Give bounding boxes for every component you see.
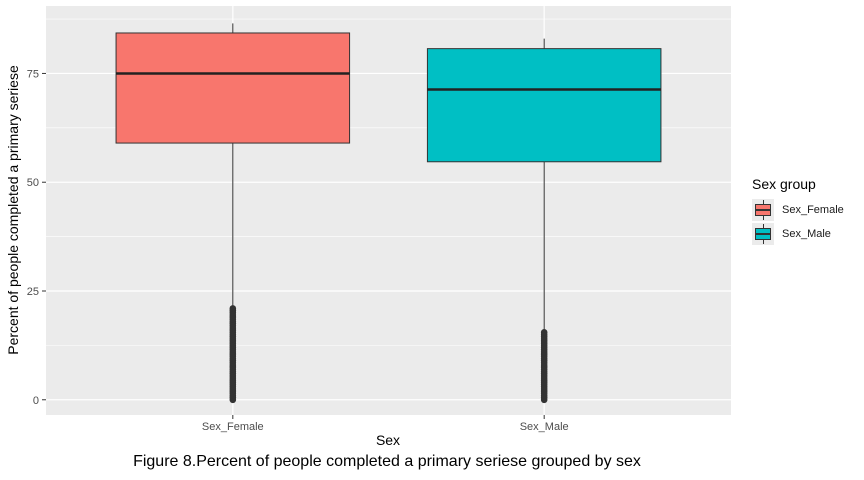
legend-key-female xyxy=(752,199,774,221)
figure-caption: Figure 8.Percent of people completed a p… xyxy=(133,453,641,470)
y-tick-label: 50 xyxy=(27,177,39,189)
box-sex-female xyxy=(115,23,351,404)
y-tick-label: 75 xyxy=(27,68,39,80)
legend-title: Sex group xyxy=(752,176,816,192)
y-tick-label: 25 xyxy=(27,286,39,298)
x-tick-label: Sex_Female xyxy=(202,421,264,433)
outlier-point xyxy=(229,305,237,312)
outlier-point xyxy=(540,329,548,336)
y-axis-label: Percent of people completed a primary se… xyxy=(5,65,21,355)
box-iqr xyxy=(115,32,351,144)
legend-key-male xyxy=(752,223,774,245)
legend-item-female: Sex_Female xyxy=(752,198,844,222)
x-tick-label: Sex_Male xyxy=(520,421,569,433)
legend: Sex group Sex_Female Sex_Male xyxy=(752,176,844,246)
y-axis-ticks: 0 25 50 75 xyxy=(27,68,46,407)
box-iqr xyxy=(426,48,662,163)
legend-label-female: Sex_Female xyxy=(782,204,844,216)
x-axis-label: Sex xyxy=(376,432,400,448)
y-tick-label: 0 xyxy=(33,395,39,407)
legend-label-male: Sex_Male xyxy=(782,228,831,240)
box-series xyxy=(115,23,662,404)
legend-item-male: Sex_Male xyxy=(752,222,844,246)
x-axis-ticks: Sex_Female Sex_Male xyxy=(202,415,569,433)
box-sex-male xyxy=(426,38,662,404)
